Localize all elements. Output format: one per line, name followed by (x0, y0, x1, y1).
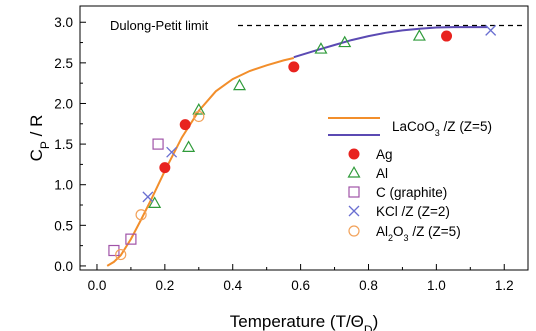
legend-label-kcl-z-z-2: KCl /Z (Z=2) (376, 204, 450, 219)
legend-marker-al2o3-z-z-5 (348, 225, 360, 237)
x-tick-label: 1.2 (495, 278, 514, 293)
plot-border (79, 5, 529, 271)
x-tick-label: 0.2 (155, 278, 174, 293)
fit-lines (106, 26, 488, 267)
point-al (338, 35, 352, 48)
data-points (108, 24, 497, 261)
point-al (192, 103, 206, 115)
legend: LaCoO3 /Z (Z=5) Ag Al C (graphite) KCl /Z (Z… (328, 117, 492, 243)
x-tick-label: 1.0 (427, 278, 446, 293)
x-tick-label: 0.6 (291, 278, 310, 293)
legend-label-ag: Ag (376, 147, 393, 162)
point-kcl-z-z-2 (166, 146, 178, 158)
legend-label-al: Al (376, 166, 388, 181)
point-ag (441, 30, 453, 42)
legend-label-al2o3-z-z-5: Al2O3 /Z (Z=5) (376, 224, 461, 243)
y-tick-label: 0.0 (54, 259, 73, 274)
point-ag (288, 61, 300, 73)
x-tick-label: 0.8 (359, 278, 378, 293)
y-tick-label: 3.0 (54, 15, 73, 30)
y-tick-label: 0.5 (54, 218, 73, 233)
legend-marker-ag (348, 148, 360, 160)
point-al2o3-z-z-5 (115, 248, 127, 261)
point-al2o3-z-z-5 (135, 209, 147, 221)
point-c-graphite (125, 233, 137, 245)
point-ag (179, 119, 191, 131)
point-kcl-z-z-2 (142, 191, 154, 203)
point-ag (159, 162, 171, 174)
legend-label-c-graphite: C (graphite) (376, 185, 447, 200)
point-c-graphite (152, 138, 164, 150)
point-al (232, 78, 247, 91)
legend-label-lacoo3: LaCoO3 /Z (Z=5) (392, 119, 492, 138)
y-tick-label: 1.5 (54, 137, 73, 152)
y-tick-label: 2.0 (54, 96, 73, 111)
legend-marker-al (347, 166, 361, 178)
x-tick-label: 0.0 (88, 278, 107, 293)
y-tick-label: 2.5 (54, 56, 73, 71)
x-tick-label: 0.4 (223, 278, 242, 293)
dulong-petit-reference: Dulong-Petit limit (110, 18, 526, 33)
point-al (412, 29, 426, 41)
point-al2o3-z-z-5 (193, 110, 205, 123)
axes: 0.0 0.2 0.4 0.6 0.8 1.0 1.2 0.0 0.5 1.0 1.5 2.0 2.5 3… (27, 15, 514, 331)
legend-marker-c-graphite (348, 186, 360, 198)
dulong-petit-label: Dulong-Petit limit (110, 18, 209, 33)
point-al (314, 42, 328, 54)
point-al (148, 196, 162, 208)
legend-marker-kcl-z-z-2 (348, 205, 360, 217)
fit-line-1 (106, 57, 295, 267)
fit-line-2 (293, 26, 488, 59)
y-tick-label: 1.0 (54, 178, 73, 193)
point-al (182, 140, 196, 152)
plot-frame (79, 5, 529, 271)
y-axis-label: CP / R (27, 115, 52, 162)
point-kcl-z-z-2 (485, 24, 497, 36)
x-axis-label: Temperature (T/ΘD) (230, 312, 379, 331)
